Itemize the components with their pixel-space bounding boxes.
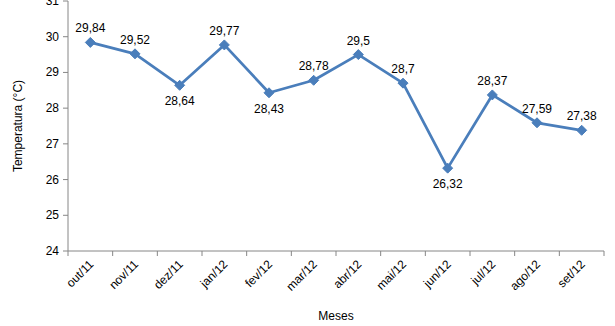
- x-tick-label: jun/12: [420, 257, 454, 291]
- x-tick: [559, 251, 560, 256]
- marker: [487, 90, 497, 100]
- x-tick-label: mar/12: [283, 257, 320, 294]
- marker: [175, 80, 185, 90]
- x-tick-label: ago/12: [507, 257, 543, 293]
- data-label: 28,7: [391, 62, 415, 76]
- marker: [353, 50, 363, 60]
- y-tick: [63, 72, 68, 73]
- y-tick-label: 31: [46, 0, 60, 8]
- marker: [309, 75, 319, 85]
- y-tick: [63, 251, 68, 252]
- x-tick-label: jul/12: [468, 257, 499, 288]
- x-tick: [291, 251, 292, 256]
- x-tick-label: abr/12: [330, 257, 364, 291]
- x-tick-label: jan/12: [197, 257, 231, 291]
- marker: [577, 125, 587, 135]
- marker: [398, 78, 408, 88]
- chart: 24 25 26 27 28 29 30 31 out/11 nov/11 dez/11 jan/12…: [0, 0, 615, 326]
- y-tick: [63, 143, 68, 144]
- marker: [219, 40, 229, 50]
- data-label: 29,77: [209, 24, 239, 38]
- x-tick-label: out/11: [64, 257, 97, 290]
- data-label: 28,78: [299, 59, 329, 73]
- x-tick: [470, 251, 471, 256]
- y-tick: [63, 36, 68, 37]
- marker: [443, 163, 453, 173]
- data-label: 27,59: [522, 102, 552, 116]
- y-tick: [63, 1, 68, 2]
- data-label: 29,52: [120, 33, 150, 47]
- y-axis: [68, 1, 69, 251]
- y-tick-label: 25: [46, 208, 60, 222]
- x-tick: [604, 251, 605, 256]
- x-axis-title: Meses: [318, 309, 353, 323]
- y-tick: [63, 108, 68, 109]
- marker: [85, 37, 95, 47]
- marker: [130, 49, 140, 59]
- x-tick-label: set/12: [555, 257, 588, 290]
- x-tick: [112, 251, 113, 256]
- x-tick: [202, 251, 203, 256]
- x-tick: [246, 251, 247, 256]
- x-tick-label: nov/11: [106, 257, 141, 292]
- marker: [532, 118, 542, 128]
- x-tick-label: mai/12: [374, 257, 410, 293]
- y-tick-label: 27: [46, 137, 60, 151]
- data-label: 26,32: [433, 177, 463, 191]
- x-tick-label: dez/11: [151, 257, 186, 292]
- x-tick: [336, 251, 337, 256]
- plot-area: [85, 37, 586, 173]
- y-tick-label: 26: [46, 173, 60, 187]
- y-tick: [63, 179, 68, 180]
- x-tick: [157, 251, 158, 256]
- data-label: 29,84: [75, 21, 105, 35]
- y-tick-label: 29: [46, 65, 60, 79]
- data-label: 29,5: [347, 34, 371, 48]
- y-tick: [63, 215, 68, 216]
- series-line: [90, 42, 581, 168]
- x-tick-label: fev/12: [242, 257, 275, 290]
- x-tick: [514, 251, 515, 256]
- x-tick: [380, 251, 381, 256]
- x-tick: [425, 251, 426, 256]
- y-axis-title: Temperatura (°C): [11, 80, 25, 172]
- y-tick-label: 24: [46, 244, 60, 258]
- data-label: 28,64: [165, 94, 195, 108]
- data-label: 27,38: [567, 109, 597, 123]
- y-tick-label: 30: [46, 30, 60, 44]
- x-tick: [68, 251, 69, 256]
- data-label: 28,43: [254, 102, 284, 116]
- y-tick-label: 28: [46, 101, 60, 115]
- data-label: 28,37: [477, 74, 507, 88]
- marker: [264, 88, 274, 98]
